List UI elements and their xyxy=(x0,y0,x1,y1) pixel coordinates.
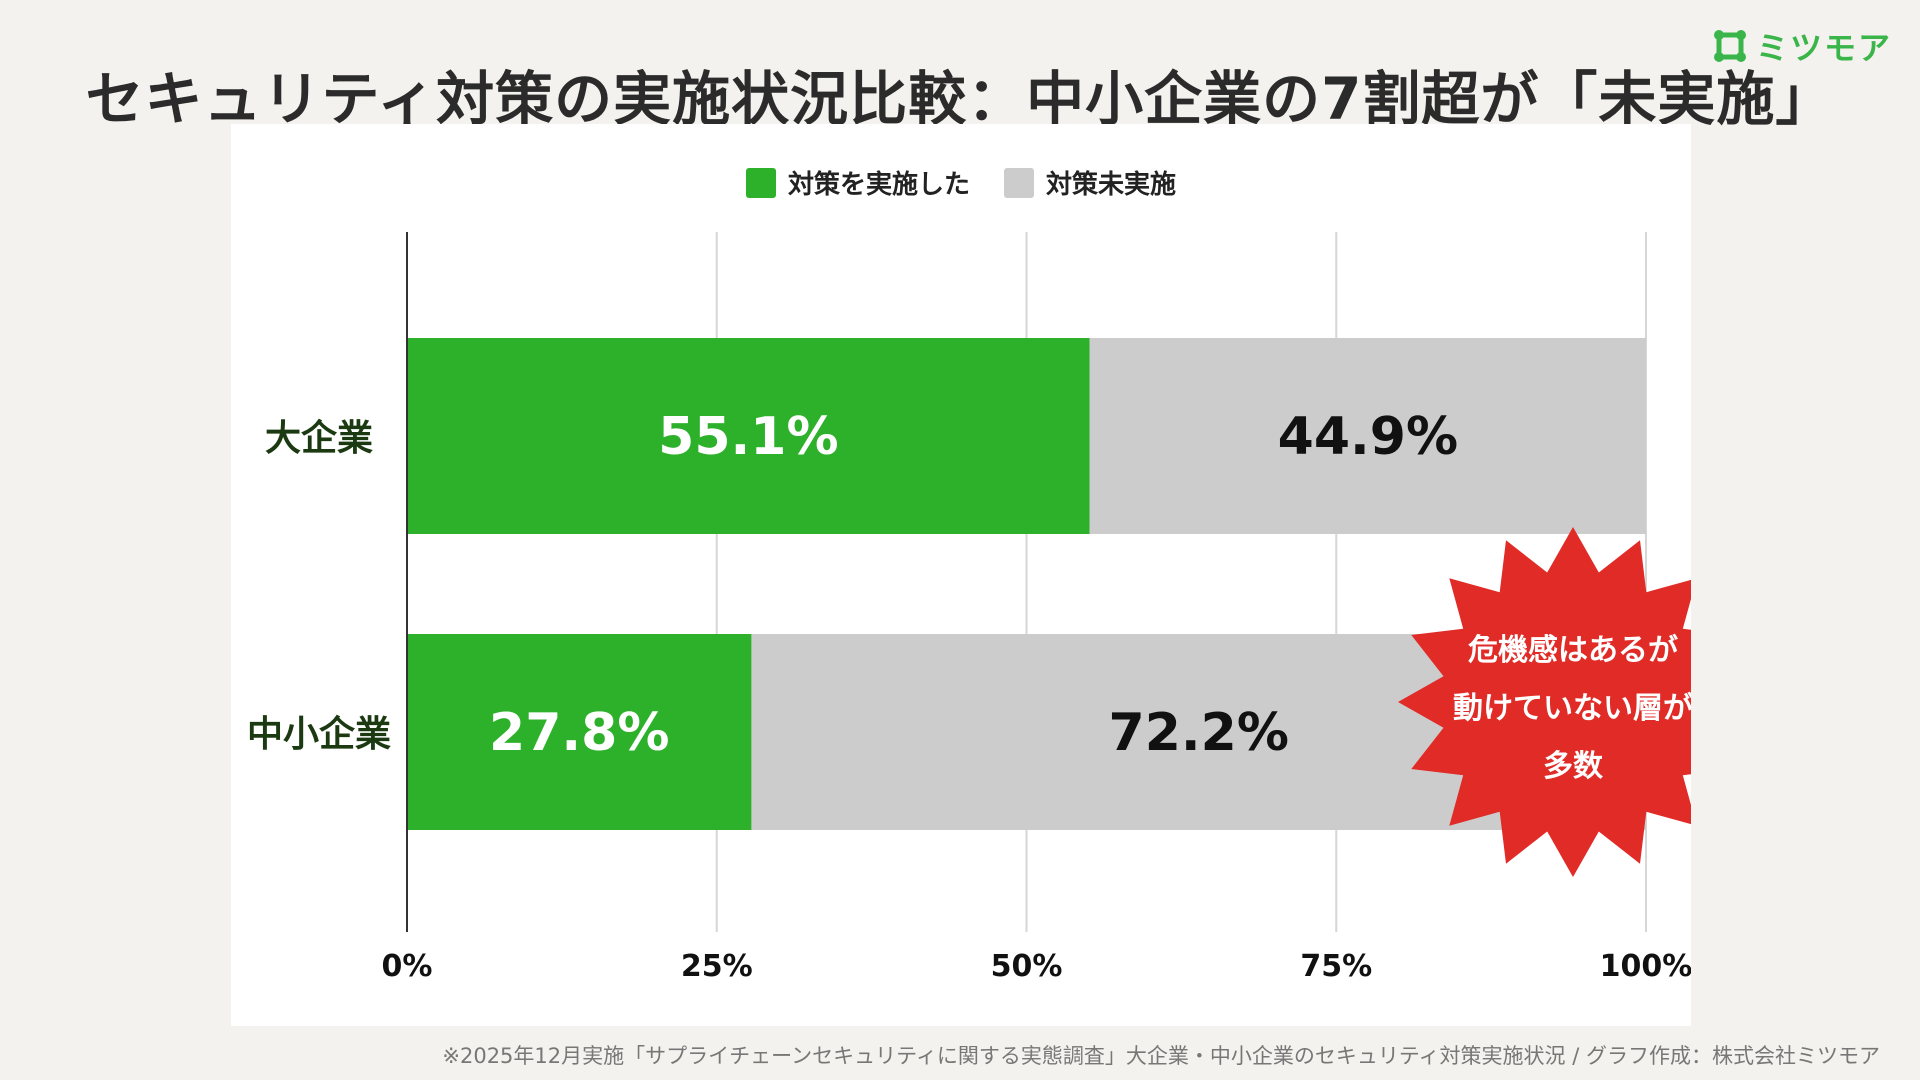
bar-value-label-0-0: 55.1% xyxy=(658,407,838,467)
source-footnote: ※2025年12月実施「サプライチェーンセキュリティに関する実態調査」大企業・中… xyxy=(442,1044,1880,1068)
callout-text-line-0: 危機感はあるが xyxy=(1468,633,1678,668)
callout-text-line-1: 動けていない層が xyxy=(1453,691,1691,726)
bar-value-label-1-0: 44.9% xyxy=(1278,407,1458,467)
stacked-bar-chart: 55.1% 44.9% 大企業 27.8% 72.2% 中小企業 0% 25% 50% 75% 10… xyxy=(247,232,1691,984)
x-tick-label-50: 50% xyxy=(991,949,1063,984)
bar-value-label-1-1: 72.2% xyxy=(1109,703,1289,763)
legend-label-implemented: 対策を実施した xyxy=(787,170,970,200)
chart-panel: 55.1% 44.9% 大企業 27.8% 72.2% 中小企業 0% 25% 50% 75% 10… xyxy=(231,124,1691,1026)
chart-title: セキュリティ対策の実施状況比較：中小企業の7割超が「未実施」 xyxy=(85,65,1835,133)
callout-starburst xyxy=(1398,527,1691,877)
legend-item-not-implemented: 対策未実施 xyxy=(1004,164,1176,201)
x-tick-label-100: 100% xyxy=(1600,949,1691,984)
callout-text-line-2: 多数 xyxy=(1543,749,1604,784)
chart-legend: 対策を実施した 対策未実施 xyxy=(231,164,1691,201)
mitsumore-logo-icon xyxy=(1713,30,1746,62)
x-tick-label-0: 0% xyxy=(382,949,433,984)
legend-label-not-implemented: 対策未実施 xyxy=(1046,170,1177,200)
brand-logo[interactable]: ミツモア xyxy=(1712,26,1892,67)
legend-swatch-implemented xyxy=(745,167,776,198)
brand-logo-text: ミツモア xyxy=(1755,29,1892,67)
bar-implemented-1 xyxy=(407,634,752,830)
bar-implemented-0 xyxy=(407,338,1090,534)
category-label-0: 大企業 xyxy=(265,417,373,459)
category-label-1: 中小企業 xyxy=(247,713,391,755)
bar-not-implemented-0 xyxy=(1089,338,1646,534)
x-tick-label-75: 75% xyxy=(1300,949,1372,984)
legend-swatch-not-implemented xyxy=(1004,167,1034,198)
legend-item-implemented: 対策を実施した xyxy=(745,164,970,201)
bar-value-label-0-1: 27.8% xyxy=(489,703,669,763)
x-tick-label-25: 25% xyxy=(681,949,753,984)
